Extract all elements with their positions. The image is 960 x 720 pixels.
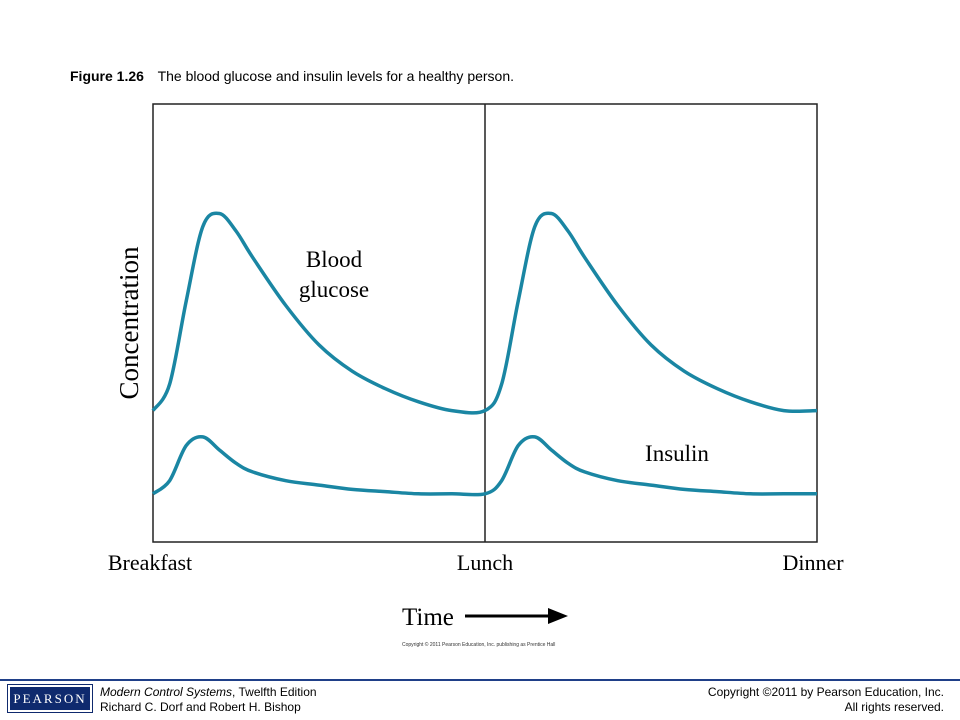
figure-title: The blood glucose and insulin levels for… (157, 68, 515, 84)
book-edition: , Twelfth Edition (232, 685, 317, 699)
book-authors: Richard C. Dorf and Robert H. Bishop (100, 700, 301, 714)
x-axis-label: Time (402, 604, 454, 631)
pearson-logo: PEARSON (7, 684, 93, 713)
figure-number: Figure 1.26 (70, 68, 144, 84)
book-title: Modern Control Systems (100, 685, 233, 699)
series-layer (151, 211, 818, 497)
insulin-label: Insulin (645, 441, 709, 466)
footer-divider (0, 679, 960, 681)
footer-book-info: Modern Control Systems, Twelfth Edition … (100, 685, 317, 715)
x-tick-label-lunch: Lunch (457, 550, 513, 575)
insulin-line (151, 434, 817, 497)
x-tick-label-breakfast: Breakfast (108, 550, 192, 575)
blood-glucose-line (151, 211, 818, 415)
y-axis-label: Concentration (114, 246, 144, 399)
concentration-chart: Blood glucose Insulin Concentration Time B… (108, 103, 844, 631)
blood-glucose-label: Blood (306, 247, 363, 272)
x-tick-label-dinner: Dinner (782, 550, 844, 575)
footer-copyright: Copyright ©2011 by Pearson Education, In… (708, 685, 944, 715)
rights-line: All rights reserved. (844, 700, 944, 714)
figure-caption: Figure 1.26 The blood glucose and insuli… (70, 68, 514, 84)
label-layer: Blood glucose Insulin (299, 247, 710, 466)
time-arrow-icon (465, 608, 568, 624)
copyright-line: Copyright ©2011 by Pearson Education, In… (707, 685, 944, 699)
image-copyright: Copyright © 2011 Pearson Education, Inc.… (402, 642, 556, 648)
blood-glucose-label: glucose (299, 277, 369, 302)
